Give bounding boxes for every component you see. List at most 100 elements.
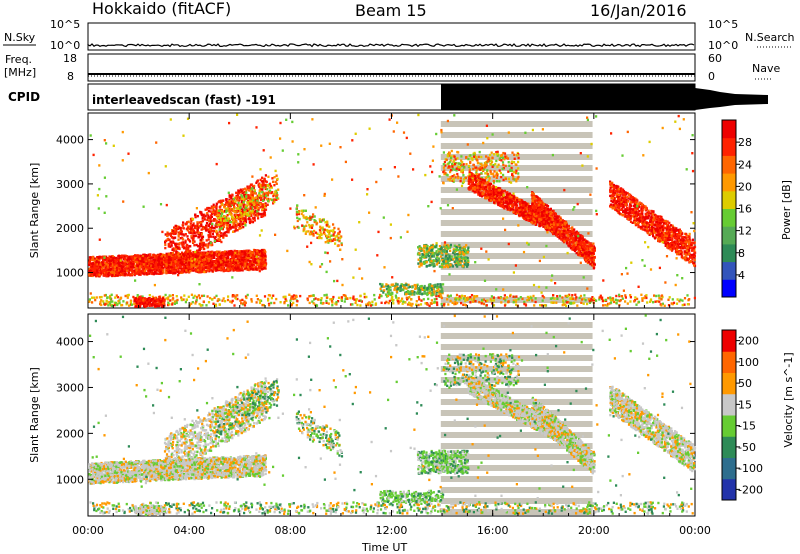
data-cell bbox=[254, 251, 257, 254]
data-cell bbox=[179, 232, 182, 235]
data-cell bbox=[157, 259, 160, 262]
data-cell bbox=[658, 300, 661, 303]
data-cell bbox=[123, 254, 126, 257]
data-cell bbox=[334, 238, 337, 242]
data-cell bbox=[275, 182, 278, 185]
data-cell bbox=[652, 301, 655, 304]
data-cell bbox=[155, 256, 158, 259]
interval-stripe bbox=[440, 220, 593, 226]
data-cell bbox=[425, 302, 428, 306]
data-cell bbox=[272, 180, 275, 183]
data-cell bbox=[207, 238, 210, 241]
data-cell bbox=[152, 253, 155, 256]
data-cell bbox=[167, 245, 170, 248]
data-cell bbox=[130, 274, 133, 277]
data-cell bbox=[105, 255, 108, 258]
data-cell bbox=[192, 269, 195, 272]
data-cell bbox=[618, 293, 621, 297]
data-cell bbox=[229, 268, 232, 271]
data-cell bbox=[258, 301, 262, 305]
data-cell bbox=[354, 301, 357, 305]
data-cell bbox=[200, 263, 203, 266]
data-cell bbox=[172, 241, 175, 244]
data-cell bbox=[284, 298, 287, 301]
data-cell bbox=[248, 268, 251, 272]
data-cell bbox=[668, 296, 671, 299]
data-cell bbox=[88, 273, 91, 276]
data-cell bbox=[263, 252, 267, 255]
data-cell bbox=[583, 294, 586, 297]
data-cell bbox=[139, 265, 142, 268]
data-cell bbox=[202, 247, 205, 251]
data-cell bbox=[243, 304, 247, 307]
data-cell bbox=[340, 243, 343, 247]
data-cell bbox=[215, 266, 218, 269]
data-cell bbox=[374, 302, 378, 305]
data-cell bbox=[250, 263, 253, 266]
data-cell bbox=[355, 298, 358, 301]
data-cell bbox=[210, 269, 213, 272]
data-cell bbox=[228, 200, 231, 203]
data-cell bbox=[351, 303, 354, 306]
data-cell bbox=[207, 209, 210, 213]
data-cell bbox=[607, 296, 610, 300]
data-cell bbox=[198, 269, 201, 272]
data-cell bbox=[490, 299, 493, 302]
data-cell bbox=[686, 303, 689, 306]
data-cell bbox=[194, 234, 197, 238]
data-cell bbox=[660, 304, 663, 307]
data-cell bbox=[212, 266, 215, 269]
data-cell bbox=[564, 294, 567, 298]
data-cell bbox=[267, 299, 270, 302]
beam-label: Beam 15 bbox=[355, 1, 427, 20]
data-cell bbox=[601, 299, 604, 303]
data-cell bbox=[338, 239, 341, 242]
data-cell bbox=[253, 263, 256, 267]
data-cell bbox=[433, 298, 436, 301]
interval-stripe bbox=[440, 253, 593, 259]
data-cell bbox=[200, 212, 203, 215]
data-cell bbox=[213, 254, 216, 257]
data-cell bbox=[238, 213, 241, 217]
data-cell bbox=[128, 263, 131, 267]
data-cell bbox=[171, 248, 174, 252]
data-cell bbox=[569, 297, 572, 300]
data-cell bbox=[160, 299, 163, 303]
data-cell bbox=[325, 234, 328, 237]
data-cell bbox=[149, 256, 152, 259]
data-cell bbox=[134, 260, 137, 264]
data-cell bbox=[179, 253, 182, 256]
data-cell bbox=[130, 268, 133, 271]
data-cell bbox=[157, 254, 161, 257]
data-cell bbox=[641, 299, 644, 302]
data-cell bbox=[149, 260, 152, 263]
data-cell bbox=[149, 299, 152, 302]
data-cell bbox=[303, 227, 306, 230]
data-cell bbox=[214, 212, 217, 215]
data-cell bbox=[248, 257, 251, 260]
data-cell bbox=[217, 265, 220, 268]
data-cell bbox=[206, 295, 209, 298]
data-cell bbox=[198, 265, 201, 269]
data-cell bbox=[137, 268, 140, 271]
data-cell bbox=[185, 227, 188, 231]
data-cell bbox=[259, 178, 262, 182]
data-cell bbox=[270, 301, 273, 305]
data-cell bbox=[295, 304, 298, 307]
data-cell bbox=[218, 200, 221, 203]
data-cell bbox=[437, 294, 440, 298]
data-cell bbox=[236, 199, 239, 202]
data-cell bbox=[129, 262, 132, 265]
data-cell bbox=[571, 297, 574, 300]
data-cell bbox=[194, 226, 197, 230]
data-cell bbox=[566, 294, 569, 297]
data-cell bbox=[273, 184, 276, 187]
data-cell bbox=[165, 252, 168, 256]
data-cell bbox=[244, 218, 247, 222]
data-cell bbox=[261, 191, 264, 194]
data-cell bbox=[88, 300, 91, 303]
data-cell bbox=[263, 260, 266, 263]
data-cell bbox=[219, 234, 223, 237]
data-cell bbox=[208, 266, 211, 269]
data-cell bbox=[675, 302, 679, 305]
